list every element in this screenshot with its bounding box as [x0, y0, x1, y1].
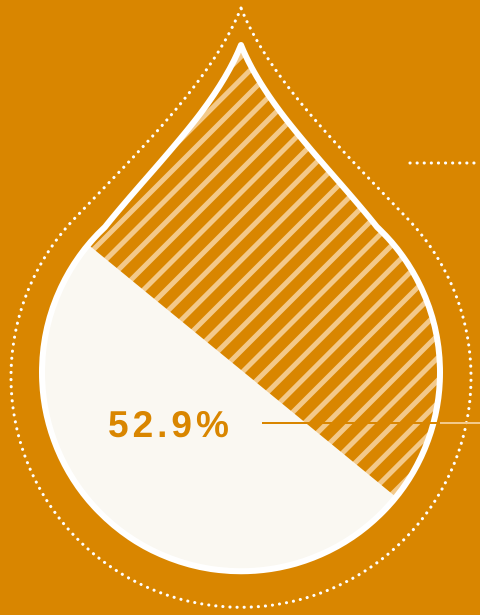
infographic: 52.9% [0, 0, 480, 615]
value-label: 52.9% [108, 404, 233, 445]
